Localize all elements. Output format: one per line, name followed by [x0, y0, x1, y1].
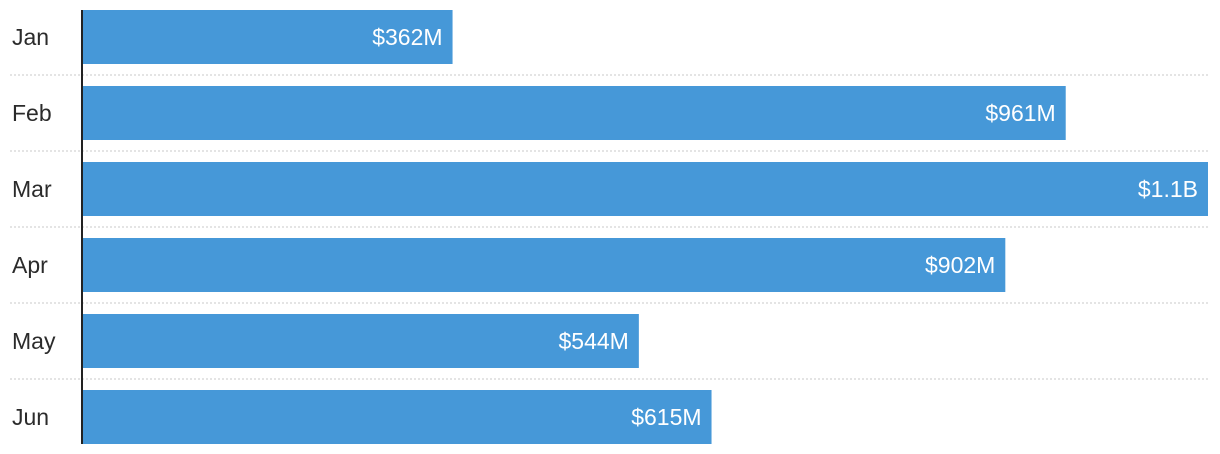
value-label-may: $544M	[559, 328, 629, 354]
category-label-jun: Jun	[12, 404, 49, 430]
bar-feb	[83, 86, 1066, 140]
bars: $362M $961M $1.1B $902M $544M $615M	[83, 10, 1208, 444]
bar-jan	[83, 10, 453, 64]
value-label-apr: $902M	[925, 252, 995, 278]
category-label-apr: Apr	[12, 252, 48, 278]
bar-apr	[83, 238, 1006, 292]
value-label-feb: $961M	[985, 100, 1055, 126]
category-label-mar: Mar	[12, 176, 52, 202]
category-label-may: May	[12, 328, 56, 354]
value-label-jan: $362M	[372, 24, 442, 50]
bar-may	[83, 314, 639, 368]
bar-jun	[83, 390, 712, 444]
category-label-jan: Jan	[12, 24, 49, 50]
bar-mar	[83, 162, 1208, 216]
category-labels: Jan Feb Mar Apr May Jun	[12, 24, 56, 430]
value-label-jun: $615M	[631, 404, 701, 430]
category-label-feb: Feb	[12, 100, 52, 126]
value-label-mar: $1.1B	[1138, 176, 1198, 202]
